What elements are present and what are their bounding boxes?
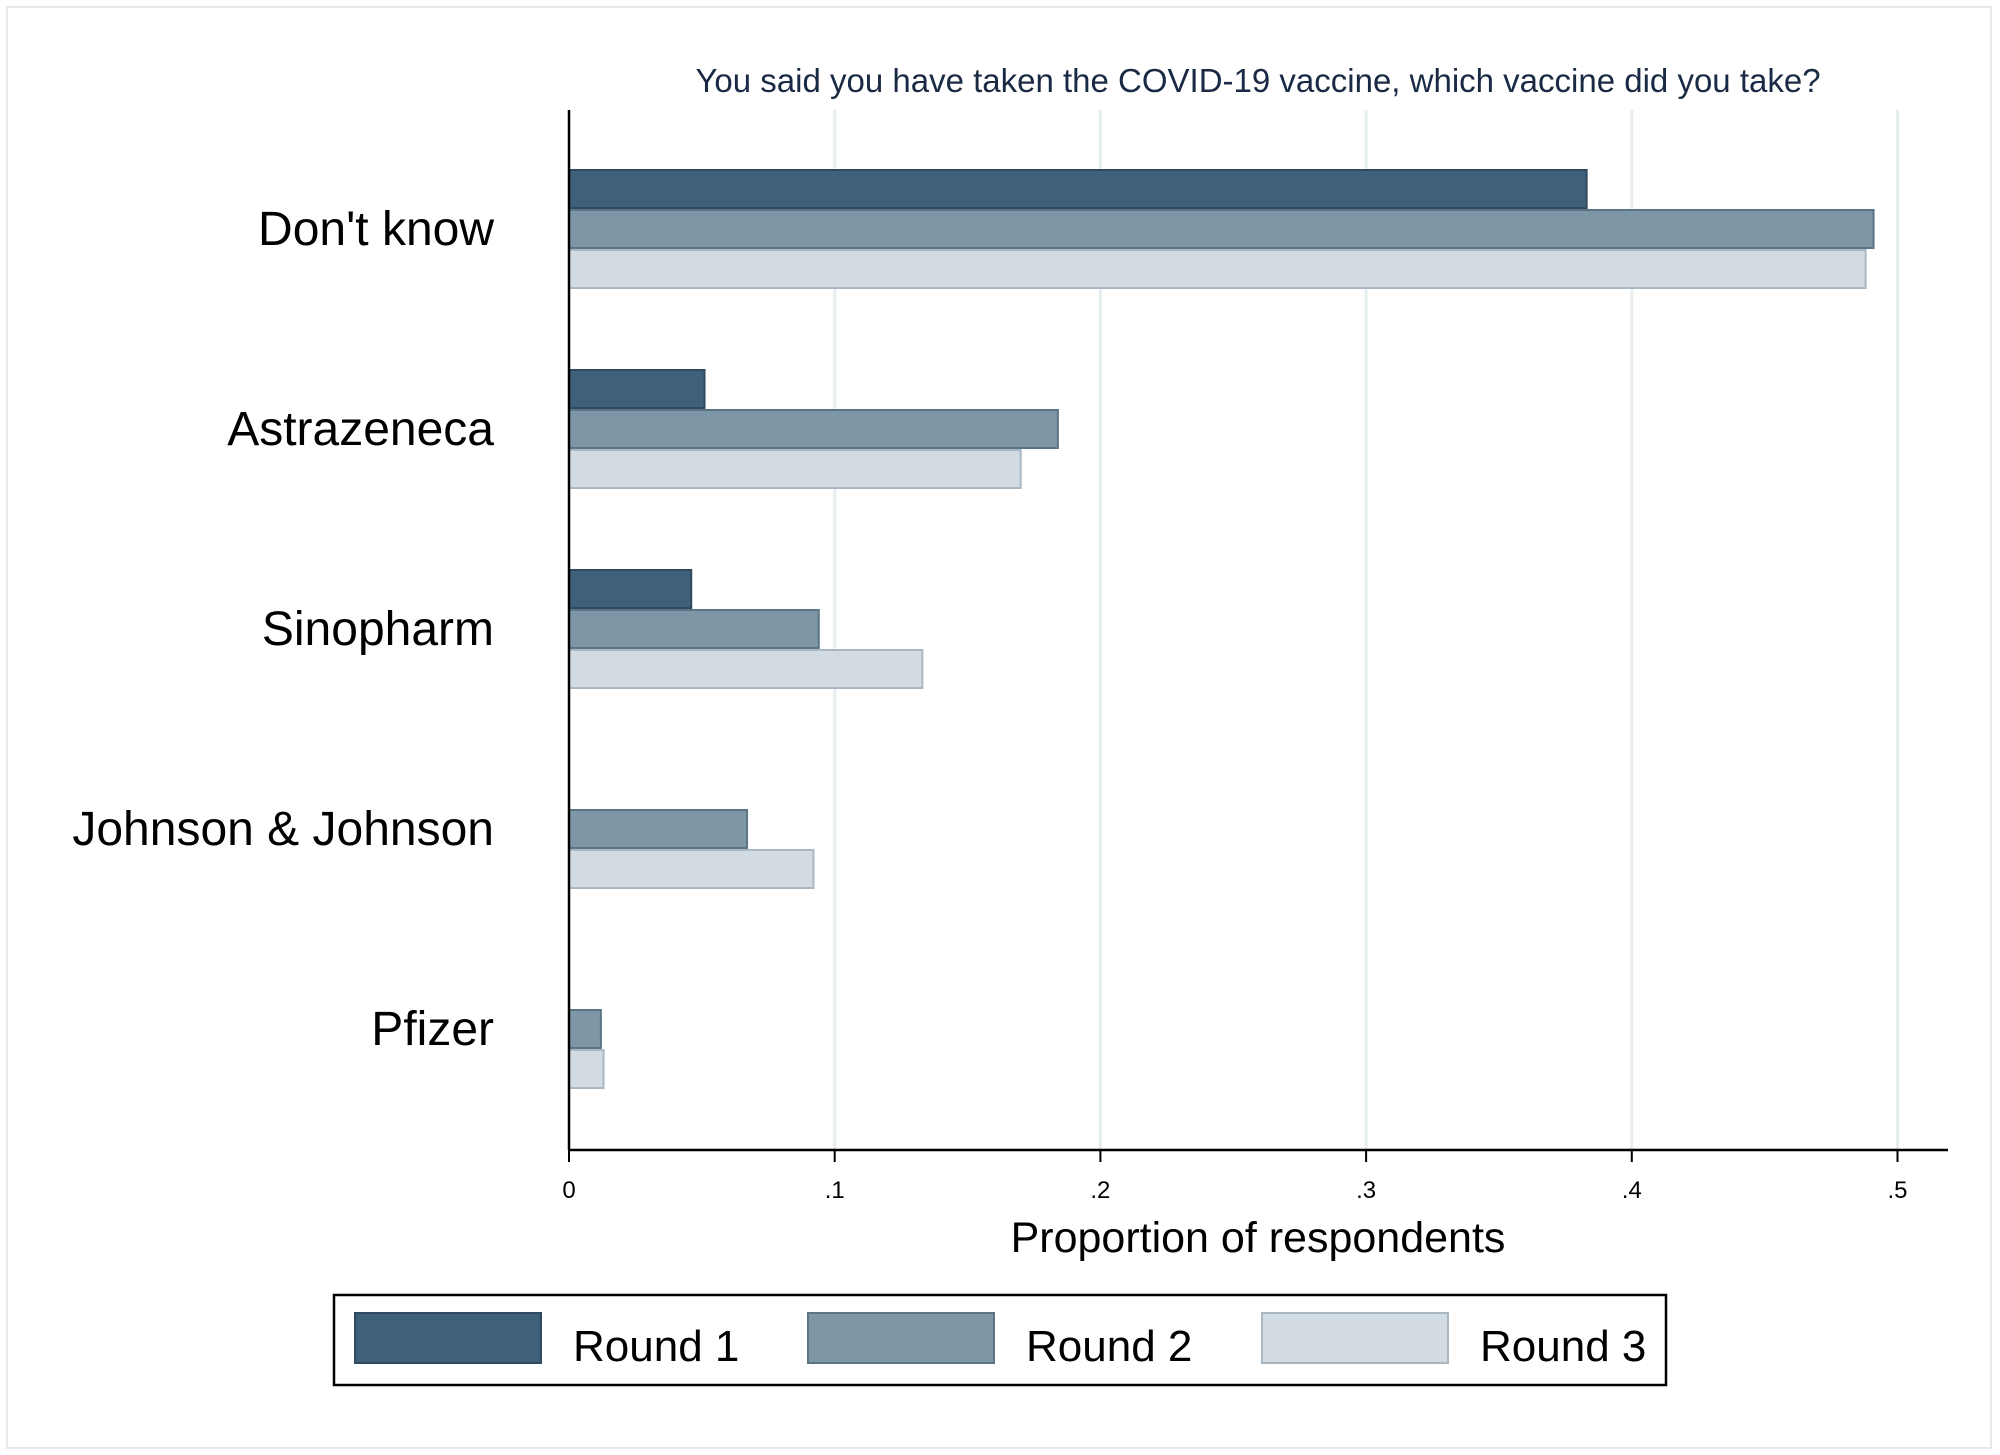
category-label: Don't know — [258, 203, 494, 256]
x-ticks: 0 .1 .2 .3 .4 .5 — [562, 1150, 1908, 1204]
x-tick-label: .5 — [1887, 1177, 1907, 1204]
bar — [568, 809, 749, 849]
legend-label: Round 3 — [1480, 1322, 1646, 1371]
axes — [567, 110, 1948, 1152]
category-labels: Don't know Astrazeneca Sinopharm Johnson & … — [72, 203, 494, 1056]
x-tick-label: .3 — [1356, 1177, 1376, 1204]
bar — [568, 369, 706, 409]
legend-swatch — [354, 1312, 542, 1364]
bar — [568, 209, 1875, 249]
legend-swatch — [807, 1312, 995, 1364]
bar — [568, 449, 1022, 489]
category-label: Pfizer — [371, 1003, 494, 1056]
bar — [568, 1049, 605, 1089]
bar — [568, 409, 1059, 449]
bar — [568, 649, 924, 689]
bar — [568, 849, 815, 889]
category-label: Johnson & Johnson — [72, 803, 494, 856]
legend: Round 1 Round 2 Round 3 — [332, 1293, 1668, 1387]
legend-label: Round 2 — [1026, 1322, 1192, 1371]
bar — [568, 1009, 602, 1049]
bar — [568, 569, 693, 609]
bar — [568, 609, 820, 649]
legend-items: Round 1 Round 2 Round 3 — [354, 1312, 1646, 1371]
legend-label: Round 1 — [573, 1322, 739, 1371]
x-tick-label: .2 — [1090, 1177, 1110, 1204]
x-tick-label: .1 — [825, 1177, 845, 1204]
chart-title: You said you have taken the COVID-19 vac… — [695, 62, 1820, 99]
bar — [568, 249, 1867, 289]
x-tick-label: .4 — [1622, 1177, 1642, 1204]
bar — [568, 169, 1588, 209]
legend-swatch — [1261, 1312, 1449, 1364]
category-label: Astrazeneca — [227, 403, 494, 456]
x-axis-title: Proportion of respondents — [1011, 1214, 1506, 1262]
x-tick-label: 0 — [562, 1177, 575, 1204]
bars — [568, 169, 1875, 1089]
category-label: Sinopharm — [262, 603, 494, 656]
